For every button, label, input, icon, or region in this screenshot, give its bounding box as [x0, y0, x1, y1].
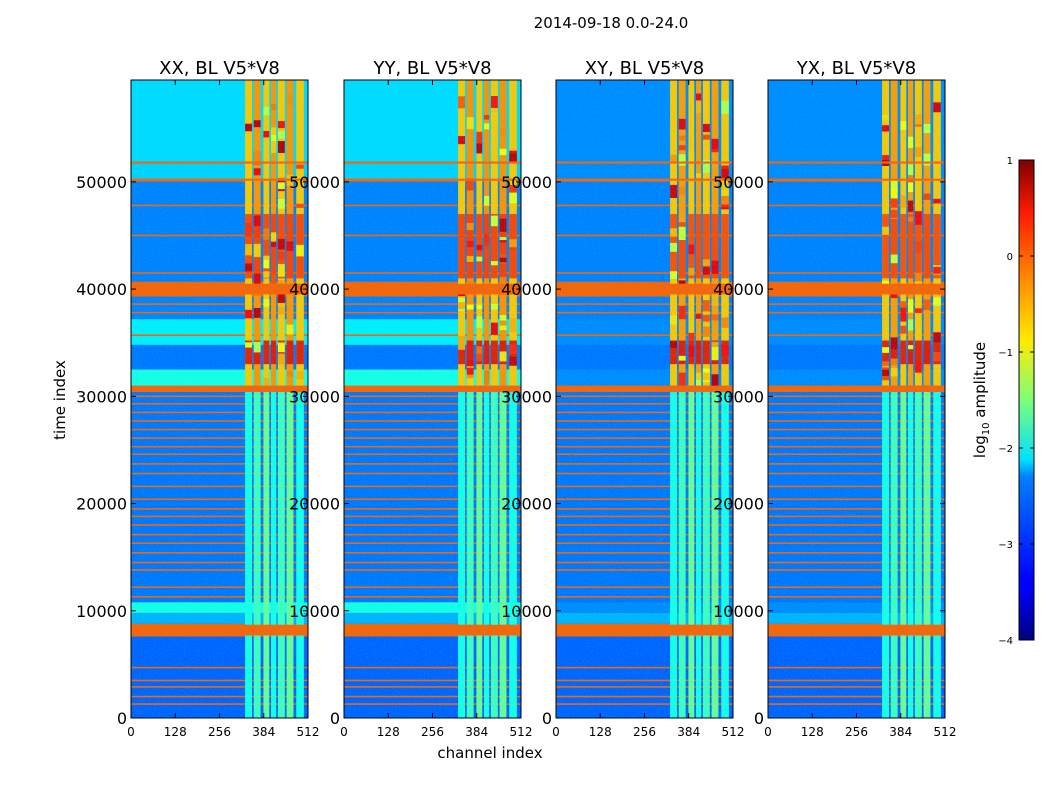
y-tick-label: 10000 [289, 602, 340, 621]
y-tick-label: 30000 [713, 387, 764, 406]
y-tick-label: 50000 [713, 173, 764, 192]
colorbar-gradient [1018, 159, 1035, 641]
x-tick-label: 0 [552, 725, 560, 739]
x-tick-label: 384 [677, 725, 700, 739]
y-tick-label: 30000 [289, 387, 340, 406]
x-tick-label: 0 [127, 725, 135, 739]
y-tick-label: 0 [117, 709, 127, 728]
colorbar-label-sub: 10 [981, 422, 992, 435]
panel-image [344, 80, 521, 718]
x-tick-label: 256 [845, 725, 868, 739]
colorbar-tick-label: −2 [998, 444, 1013, 455]
panel-yx: YX, BL V5*V8 0 128 256 384 512 0 10000 20000 3000… [713, 58, 956, 739]
x-tick-label: 512 [934, 725, 957, 739]
panel-image [131, 80, 308, 718]
y-tick-label: 20000 [289, 495, 340, 514]
noise-overlay [344, 80, 521, 718]
y-tick-label: 10000 [713, 602, 764, 621]
colorbar-tick-label: −4 [998, 636, 1013, 647]
x-tick-label: 128 [164, 725, 187, 739]
x-tick-label: 256 [633, 725, 656, 739]
y-tick-label: 20000 [76, 495, 127, 514]
colorbar-label-tail: amplitude [971, 342, 989, 423]
x-tick-label: 128 [801, 725, 824, 739]
x-tick-label: 384 [889, 725, 912, 739]
y-tick-label: 50000 [289, 173, 340, 192]
y-tick-label: 40000 [501, 280, 552, 299]
x-tick-label: 384 [252, 725, 275, 739]
y-tick-label: 0 [330, 709, 340, 728]
y-tick-label: 30000 [76, 387, 127, 406]
y-tick-label: 40000 [76, 280, 127, 299]
x-tick-label: 0 [764, 725, 772, 739]
colorbar-label: log10 amplitude [971, 342, 992, 458]
y-tick-label: 40000 [713, 280, 764, 299]
x-tick-label: 256 [421, 725, 444, 739]
x-axis-label: channel index [437, 744, 542, 762]
x-tick-label: 512 [297, 725, 320, 739]
x-tick-label: 384 [465, 725, 488, 739]
panel-image [556, 80, 733, 718]
figure-suptitle: 2014-09-18 0.0-24.0 [534, 14, 689, 32]
panel-title: XY, BL V5*V8 [585, 58, 704, 79]
panel-title: XX, BL V5*V8 [159, 58, 280, 79]
y-tick-label: 10000 [501, 602, 552, 621]
panel-title: YY, BL V5*V8 [372, 58, 491, 79]
noise-overlay [556, 80, 733, 718]
panel-title: YX, BL V5*V8 [796, 58, 916, 79]
y-tick-label: 50000 [501, 173, 552, 192]
colorbar: 10−1−2−3−4 log10 amplitude [971, 156, 1035, 647]
x-tick-label: 128 [377, 725, 400, 739]
y-tick-label: 20000 [501, 495, 552, 514]
y-tick-label: 40000 [289, 280, 340, 299]
colorbar-tick-label: −3 [998, 540, 1013, 551]
y-tick-label: 10000 [76, 602, 127, 621]
y-tick-label: 20000 [713, 495, 764, 514]
y-tick-label: 30000 [501, 387, 552, 406]
x-tick-label: 128 [589, 725, 612, 739]
panel-yy: YY, BL V5*V8 0 128 256 384 512 0 10000 20000 3000… [289, 58, 532, 739]
colorbar-tick-label: 0 [1007, 252, 1013, 263]
panel-xy: XY, BL V5*V8 0 128 256 384 512 0 10000 20000 3000… [501, 58, 744, 739]
colorbar-tick-label: −1 [998, 348, 1013, 359]
noise-overlay [768, 80, 945, 718]
y-tick-label: 50000 [76, 173, 127, 192]
panel-xx: XX, BL V5*V8 0 128 256 384 512 0 10000 20000 3000… [76, 58, 319, 739]
y-tick-label: 0 [542, 709, 552, 728]
noise-overlay [131, 80, 308, 718]
panels: XX, BL V5*V8 0 128 256 384 512 0 10000 20000 3000… [76, 58, 956, 739]
x-tick-label: 0 [340, 725, 348, 739]
x-tick-label: 256 [208, 725, 231, 739]
colorbar-label-main: log [971, 435, 989, 458]
y-tick-label: 0 [754, 709, 764, 728]
colorbar-tick-label: 1 [1007, 156, 1013, 167]
colorbar-ticks: 1 0 −1 −2 −3 −4 [998, 156, 1034, 647]
x-tick-label: 512 [722, 725, 745, 739]
panel-image [768, 80, 945, 718]
x-tick-label: 512 [510, 725, 533, 739]
y-axis-label: time index [51, 360, 69, 440]
